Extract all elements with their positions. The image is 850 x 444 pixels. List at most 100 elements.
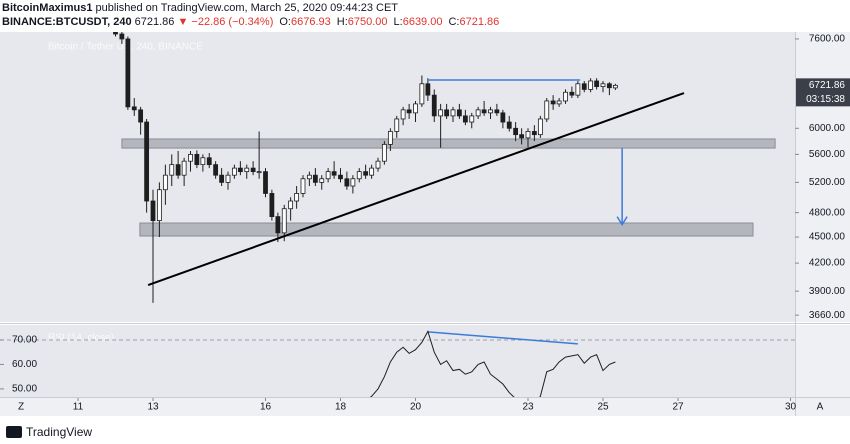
candle-body [181, 160, 187, 176]
candle-body [244, 167, 250, 173]
candle-body [131, 106, 137, 111]
countdown: 03:15:38 [806, 94, 845, 105]
candle-body [325, 171, 331, 180]
candle-body [125, 38, 131, 108]
x-tick-label: 16 [260, 402, 272, 413]
ohlc-value: 6721.86 [459, 16, 499, 28]
candle-body [338, 174, 343, 180]
y-tick-label: 5200.00 [809, 177, 846, 188]
candle-body [138, 109, 144, 123]
candle-body [169, 164, 175, 176]
y-tick-label: 5600.00 [809, 149, 846, 160]
candle-body [575, 83, 581, 96]
rsi-tick-label: 60.00 [12, 359, 37, 370]
brand-name: TradingView [26, 425, 92, 439]
candle-body [406, 109, 412, 114]
candle-body [225, 174, 231, 183]
candle-body [156, 189, 162, 221]
rsi-tick-label: 50.00 [12, 384, 37, 395]
candle-body [419, 83, 425, 105]
candle-body [319, 178, 325, 183]
candle-body [381, 143, 387, 162]
corner-button[interactable]: A [817, 402, 824, 413]
plot-background [0, 32, 795, 322]
candle-body [581, 83, 587, 90]
candle-body [469, 115, 475, 123]
ohlc-value: 6676.93 [291, 16, 331, 28]
candle-body [194, 153, 200, 166]
candle-body [300, 178, 306, 194]
candle-body [200, 157, 206, 166]
y-tick-label: 4200.00 [809, 258, 846, 269]
candle-body [269, 193, 275, 217]
candle-body [462, 115, 468, 123]
candle-body [119, 33, 125, 40]
candle-body [475, 109, 481, 117]
ohlc-label: H: [337, 16, 348, 28]
candle-body [488, 109, 493, 114]
ohlc-label: L: [394, 16, 403, 28]
candle-body [294, 193, 300, 202]
y-tick-label: 3660.00 [809, 310, 846, 321]
y-tick-label: 4800.00 [809, 207, 846, 218]
candle-body [531, 131, 537, 136]
time-axis [0, 398, 850, 416]
rsi-tick-label: 70.00 [12, 335, 37, 346]
candle-body [150, 200, 156, 221]
change: ▼ −22.86 (−0.34%) [177, 16, 273, 28]
candle-body [413, 103, 418, 114]
candle-body [612, 84, 618, 89]
rsi-background [0, 325, 795, 397]
candle-body [494, 109, 500, 114]
rsi-pane [0, 330, 795, 397]
zone [121, 138, 776, 149]
price-pane [113, 32, 776, 303]
candle-body [256, 171, 262, 174]
published: published on TradingView.com, March 25, … [96, 2, 399, 14]
candle-body [600, 83, 606, 87]
candle-body [519, 134, 525, 139]
candle-body [606, 83, 612, 89]
candle-body [344, 178, 350, 187]
candle-body [394, 118, 400, 132]
candle-body [231, 167, 237, 176]
trend-line [147, 92, 685, 287]
brand: TradingView [6, 425, 92, 439]
last-price: 6721.86 [135, 16, 175, 28]
candle-body [113, 32, 118, 35]
y-tick-label: 6000.00 [809, 123, 846, 134]
candle-body [263, 171, 268, 194]
rsi-divergence [427, 331, 578, 345]
candle-body [563, 91, 568, 102]
candle-body [250, 167, 256, 173]
x-tick-label: 20 [410, 402, 422, 413]
ohlc-value: 6750.00 [348, 16, 388, 28]
x-tick-label: 30 [785, 402, 797, 413]
y-tick-label: 4500.00 [809, 232, 846, 243]
last-price-label: 6721.86 [809, 80, 846, 91]
candle-body [438, 109, 444, 117]
candle-body [513, 127, 519, 136]
x-tick-label: 25 [597, 402, 609, 413]
author: BitcoinMaximus1 [2, 2, 92, 14]
candle-body [306, 174, 312, 180]
candle-body [588, 80, 594, 90]
x-tick-label: 27 [672, 402, 684, 413]
candle-body [162, 174, 168, 191]
candle-body [550, 100, 556, 105]
candle-body [387, 131, 393, 145]
brand-logo [6, 426, 22, 438]
candle-body [363, 171, 369, 176]
candle-body [281, 208, 287, 234]
candle-body [425, 83, 431, 96]
x-tick-label: 11 [73, 402, 84, 413]
ohlc: O:6676.93 H:6750.00 L:6639.00 C:6721.86 [279, 16, 499, 28]
candle-body [213, 164, 219, 176]
corner-button[interactable]: Z [18, 402, 24, 413]
candle-body [500, 112, 506, 123]
rsi-title: RSI (14, close) [48, 333, 114, 344]
candle-body [537, 118, 543, 136]
x-tick-label: 13 [147, 402, 159, 413]
ohlc-label: O: [279, 16, 291, 28]
candle-body [237, 167, 243, 173]
